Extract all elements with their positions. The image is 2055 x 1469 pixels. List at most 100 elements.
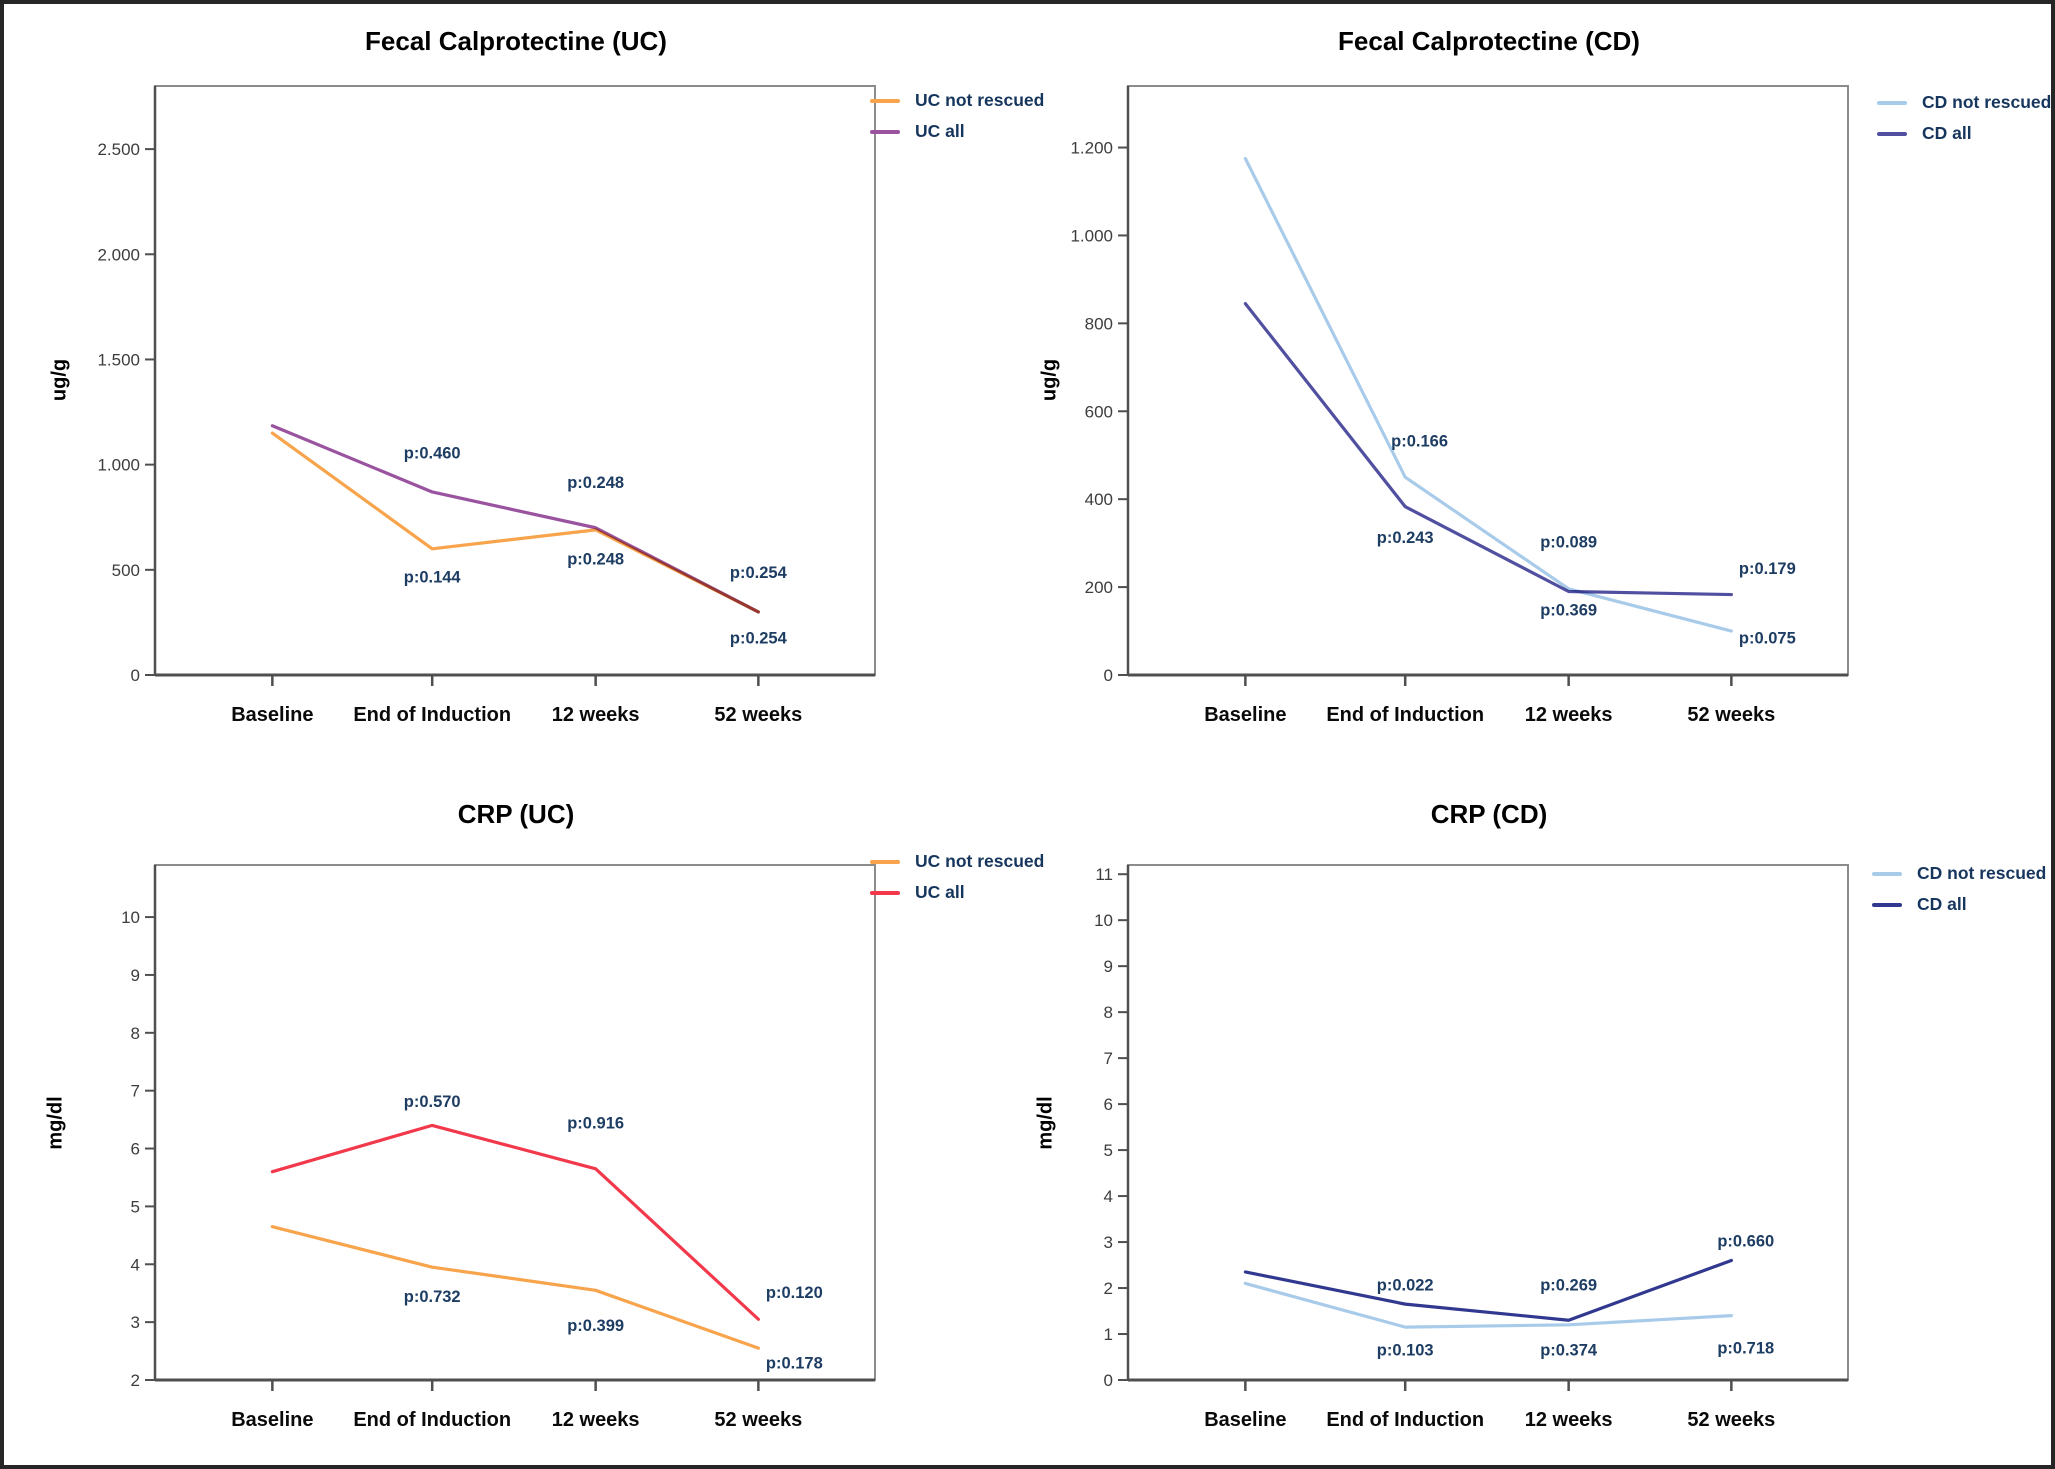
x-category-label: 52 weeks: [1687, 704, 1775, 726]
y-tick-label: 1.500: [97, 350, 140, 369]
p-value-annotation: p:0.732: [404, 1288, 461, 1306]
chart-title: Fecal Calprotectine (CD): [1338, 26, 1640, 56]
legend-label: UC all: [915, 882, 965, 902]
legend: CD not rescued CD all: [1872, 863, 2046, 915]
x-category-label: 12 weeks: [1525, 704, 1613, 726]
x-category-label: Baseline: [1204, 704, 1286, 726]
p-value-annotation: p:0.144: [404, 568, 462, 586]
y-tick-label: 400: [1085, 490, 1113, 509]
series-line-uc-all: [270, 424, 760, 614]
y-tick-label: 10: [1094, 911, 1113, 930]
x-category-label: 12 weeks: [1525, 1409, 1613, 1431]
series-line-uc-all: [270, 1123, 760, 1321]
legend-item: UC not rescued: [870, 851, 1044, 872]
p-value-annotation: p:0.022: [1377, 1276, 1434, 1294]
y-tick-label: 7: [131, 1082, 140, 1101]
plot-area: [154, 864, 876, 1381]
p-value-annotation: p:0.166: [1391, 432, 1448, 450]
p-value-annotation: p:0.254: [730, 629, 788, 647]
y-tick-label: 4: [1104, 1187, 1113, 1206]
x-category-label: End of Induction: [1326, 1409, 1484, 1431]
x-category-label: 52 weeks: [1687, 1409, 1775, 1431]
y-tick-label: 5: [1104, 1141, 1113, 1160]
y-tick-label: 1.000: [1070, 226, 1113, 245]
p-value-annotation: p:0.178: [766, 1354, 823, 1372]
x-category-label: 12 weeks: [552, 704, 640, 726]
legend-item: UC all: [870, 882, 1044, 903]
y-tick-label: 2: [1104, 1279, 1113, 1298]
legend-item: CD not rescued: [1877, 92, 2051, 113]
p-value-annotation: p:0.179: [1739, 560, 1796, 578]
legend-item: UC all: [870, 121, 1044, 142]
y-tick-label: 600: [1085, 402, 1113, 421]
p-value-annotation: p:0.570: [404, 1093, 461, 1111]
legend-item: CD all: [1877, 123, 2051, 144]
x-category-label: End of Induction: [353, 1409, 511, 1431]
legend-item: UC not rescued: [870, 90, 1044, 111]
legend-label: UC not rescued: [915, 851, 1045, 871]
legend-swatch: [870, 890, 900, 895]
y-tick-label: 1.200: [1070, 139, 1113, 158]
series-line-cd-all: [1243, 301, 1733, 597]
plot-area: [154, 85, 876, 676]
x-category-label: End of Induction: [1326, 704, 1484, 726]
plot-area: [1127, 85, 1849, 676]
y-tick-label: 3: [1104, 1233, 1113, 1252]
y-tick-label: 3: [131, 1313, 140, 1332]
x-category-label: 52 weeks: [714, 1409, 802, 1431]
legend-label: UC not rescued: [915, 90, 1045, 110]
y-tick-label: 11: [1095, 865, 1113, 884]
p-value-annotation: p:0.916: [567, 1114, 624, 1132]
y-tick-label: 7: [1104, 1049, 1113, 1068]
x-category-label: End of Induction: [353, 704, 511, 726]
x-category-label: 12 weeks: [552, 1409, 640, 1431]
series-line-cd-all: [1243, 1258, 1733, 1322]
y-tick-label: 9: [1104, 957, 1113, 976]
y-tick-label: 500: [112, 561, 140, 580]
y-tick-label: 8: [131, 1024, 140, 1043]
p-value-annotation: p:0.460: [404, 444, 461, 462]
panel-crp-cd: CRP (CD) mg/dl 0 1 2 3 4 5 6 7 8 9 10 11 Baseline End…: [1034, 759, 2049, 1465]
p-value-annotation: p:0.399: [567, 1317, 624, 1335]
chart-fecal-calprotectine-cd: 0 200 400 600 800 1.000 1.200 Baseline End of In…: [1070, 85, 1849, 726]
legend-label: CD not rescued: [1917, 863, 2047, 883]
y-tick-label: 2: [131, 1371, 140, 1390]
y-tick-label: 6: [131, 1140, 140, 1159]
chart-fecal-calprotectine-uc: 0 500 1.000 1.500 2.000 2.500 Baseline End of I…: [97, 85, 876, 726]
legend-item: CD all: [1872, 894, 2046, 915]
p-value-annotation: p:0.089: [1540, 534, 1597, 552]
y-tick-label: 800: [1085, 314, 1113, 333]
legend-swatch: [1877, 100, 1907, 105]
p-value-annotation: p:0.103: [1377, 1342, 1434, 1360]
plot-area: [1127, 864, 1849, 1381]
y-axis-label: mg/dl: [44, 1096, 67, 1150]
series-line-uc-not-rescued: [270, 1225, 760, 1350]
legend-swatch: [1872, 871, 1902, 876]
y-tick-label: 8: [1104, 1003, 1113, 1022]
p-value-annotation: p:0.248: [567, 551, 624, 569]
p-value-annotation: p:0.120: [766, 1284, 823, 1302]
legend-swatch: [870, 859, 900, 864]
y-tick-label: 9: [131, 966, 140, 985]
x-category-label: Baseline: [231, 1409, 313, 1431]
legend: UC not rescued UC all: [870, 851, 1044, 903]
y-tick-label: 1.000: [97, 456, 140, 475]
y-tick-label: 200: [1085, 578, 1113, 597]
chart-crp-cd: 0 1 2 3 4 5 6 7 8 9 10 11 Baseline End of Induction 12…: [1094, 864, 1849, 1431]
series-line-cd-not-rescued: [1243, 156, 1733, 633]
panel-fecal-calprotectine-uc: Fecal Calprotectine (UC) ug/g 0 500 1.000 1…: [14, 12, 1045, 759]
p-value-annotation: p:0.075: [1739, 629, 1796, 647]
panel-fecal-calprotectine-cd: Fecal Calprotectine (CD) ug/g 0 200 400 600…: [1034, 12, 2052, 759]
y-tick-label: 10: [121, 908, 140, 927]
legend-label: CD all: [1917, 894, 1967, 914]
legend-swatch: [870, 129, 900, 134]
legend: CD not rescued CD all: [1877, 92, 2051, 144]
chart-crp-uc: 2 3 4 5 6 7 8 9 10 Baseline End of Induction 12 wee…: [121, 864, 876, 1431]
legend-swatch: [870, 98, 900, 103]
chart-title: CRP (CD): [1430, 799, 1548, 829]
y-tick-label: 0: [131, 666, 140, 685]
legend-label: UC all: [915, 121, 965, 141]
legend-swatch: [1877, 131, 1907, 136]
y-tick-label: 5: [131, 1197, 140, 1216]
